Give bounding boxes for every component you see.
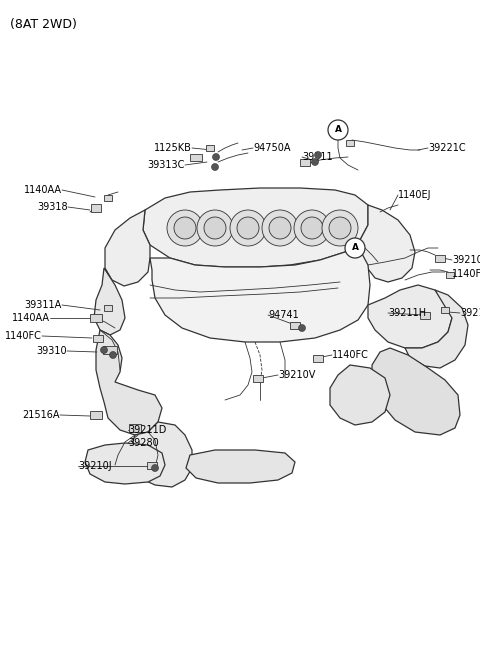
Text: 39210V: 39210V [278,370,315,380]
Bar [93,335,103,341]
Text: 1140FC: 1140FC [452,269,480,279]
Polygon shape [372,348,460,435]
Text: 39311A: 39311A [25,300,62,310]
Circle shape [299,324,305,331]
Text: (8AT 2WD): (8AT 2WD) [10,18,77,31]
Text: 39310: 39310 [36,346,67,356]
Circle shape [167,210,203,246]
Bar [190,153,202,160]
Circle shape [100,346,108,354]
Circle shape [294,210,330,246]
Polygon shape [130,422,192,487]
Text: 94750A: 94750A [253,143,290,153]
Text: 39211D: 39211D [128,425,167,435]
Text: 1125KB: 1125KB [154,143,192,153]
Bar [206,145,214,151]
Polygon shape [330,365,390,425]
Bar [420,312,430,318]
Bar [129,424,141,432]
Circle shape [230,210,266,246]
Circle shape [197,210,233,246]
Bar [253,375,263,381]
Polygon shape [405,290,468,368]
Bar [104,195,112,201]
Text: 1140FC: 1140FC [332,350,369,360]
Bar [147,462,157,468]
Bar [313,354,323,362]
Bar [346,140,354,146]
Text: A: A [351,244,359,252]
Text: 39211H: 39211H [388,308,426,318]
Circle shape [204,217,226,239]
Text: 21516A: 21516A [23,410,60,420]
Circle shape [262,210,298,246]
Text: 39280: 39280 [128,438,159,448]
Bar [446,272,454,278]
Text: 39318: 39318 [37,202,68,212]
Circle shape [322,210,358,246]
Bar [103,346,117,354]
Bar [104,305,112,311]
Text: 39210W: 39210W [452,255,480,265]
Text: 1140AA: 1140AA [12,313,50,323]
Bar [300,159,310,166]
Bar [290,322,300,329]
Circle shape [345,238,365,258]
Polygon shape [143,188,368,267]
Text: 39311: 39311 [302,152,333,162]
Text: 39313C: 39313C [148,160,185,170]
Polygon shape [368,285,452,348]
Polygon shape [85,443,165,484]
Polygon shape [96,330,162,435]
Text: 39221C: 39221C [428,143,466,153]
Text: 1140FC: 1140FC [5,331,42,341]
Bar [91,204,101,212]
Circle shape [312,159,319,166]
Text: 39210J: 39210J [460,308,480,318]
Text: 39210J: 39210J [78,461,112,471]
Polygon shape [360,205,415,282]
Circle shape [212,164,218,170]
Bar [435,255,445,261]
Polygon shape [94,268,125,335]
Circle shape [301,217,323,239]
Bar [90,314,102,322]
Circle shape [213,153,219,160]
Polygon shape [105,210,150,286]
Circle shape [237,217,259,239]
Bar [90,411,102,419]
Circle shape [152,464,158,472]
Circle shape [109,352,117,358]
Polygon shape [186,450,295,483]
Text: 1140EJ: 1140EJ [398,190,432,200]
Bar [441,307,449,313]
Text: A: A [335,126,341,134]
Circle shape [269,217,291,239]
Circle shape [328,120,348,140]
Circle shape [174,217,196,239]
Text: 94741: 94741 [268,310,299,320]
Text: 1140AA: 1140AA [24,185,62,195]
Polygon shape [150,250,370,342]
Circle shape [314,151,322,159]
Circle shape [329,217,351,239]
